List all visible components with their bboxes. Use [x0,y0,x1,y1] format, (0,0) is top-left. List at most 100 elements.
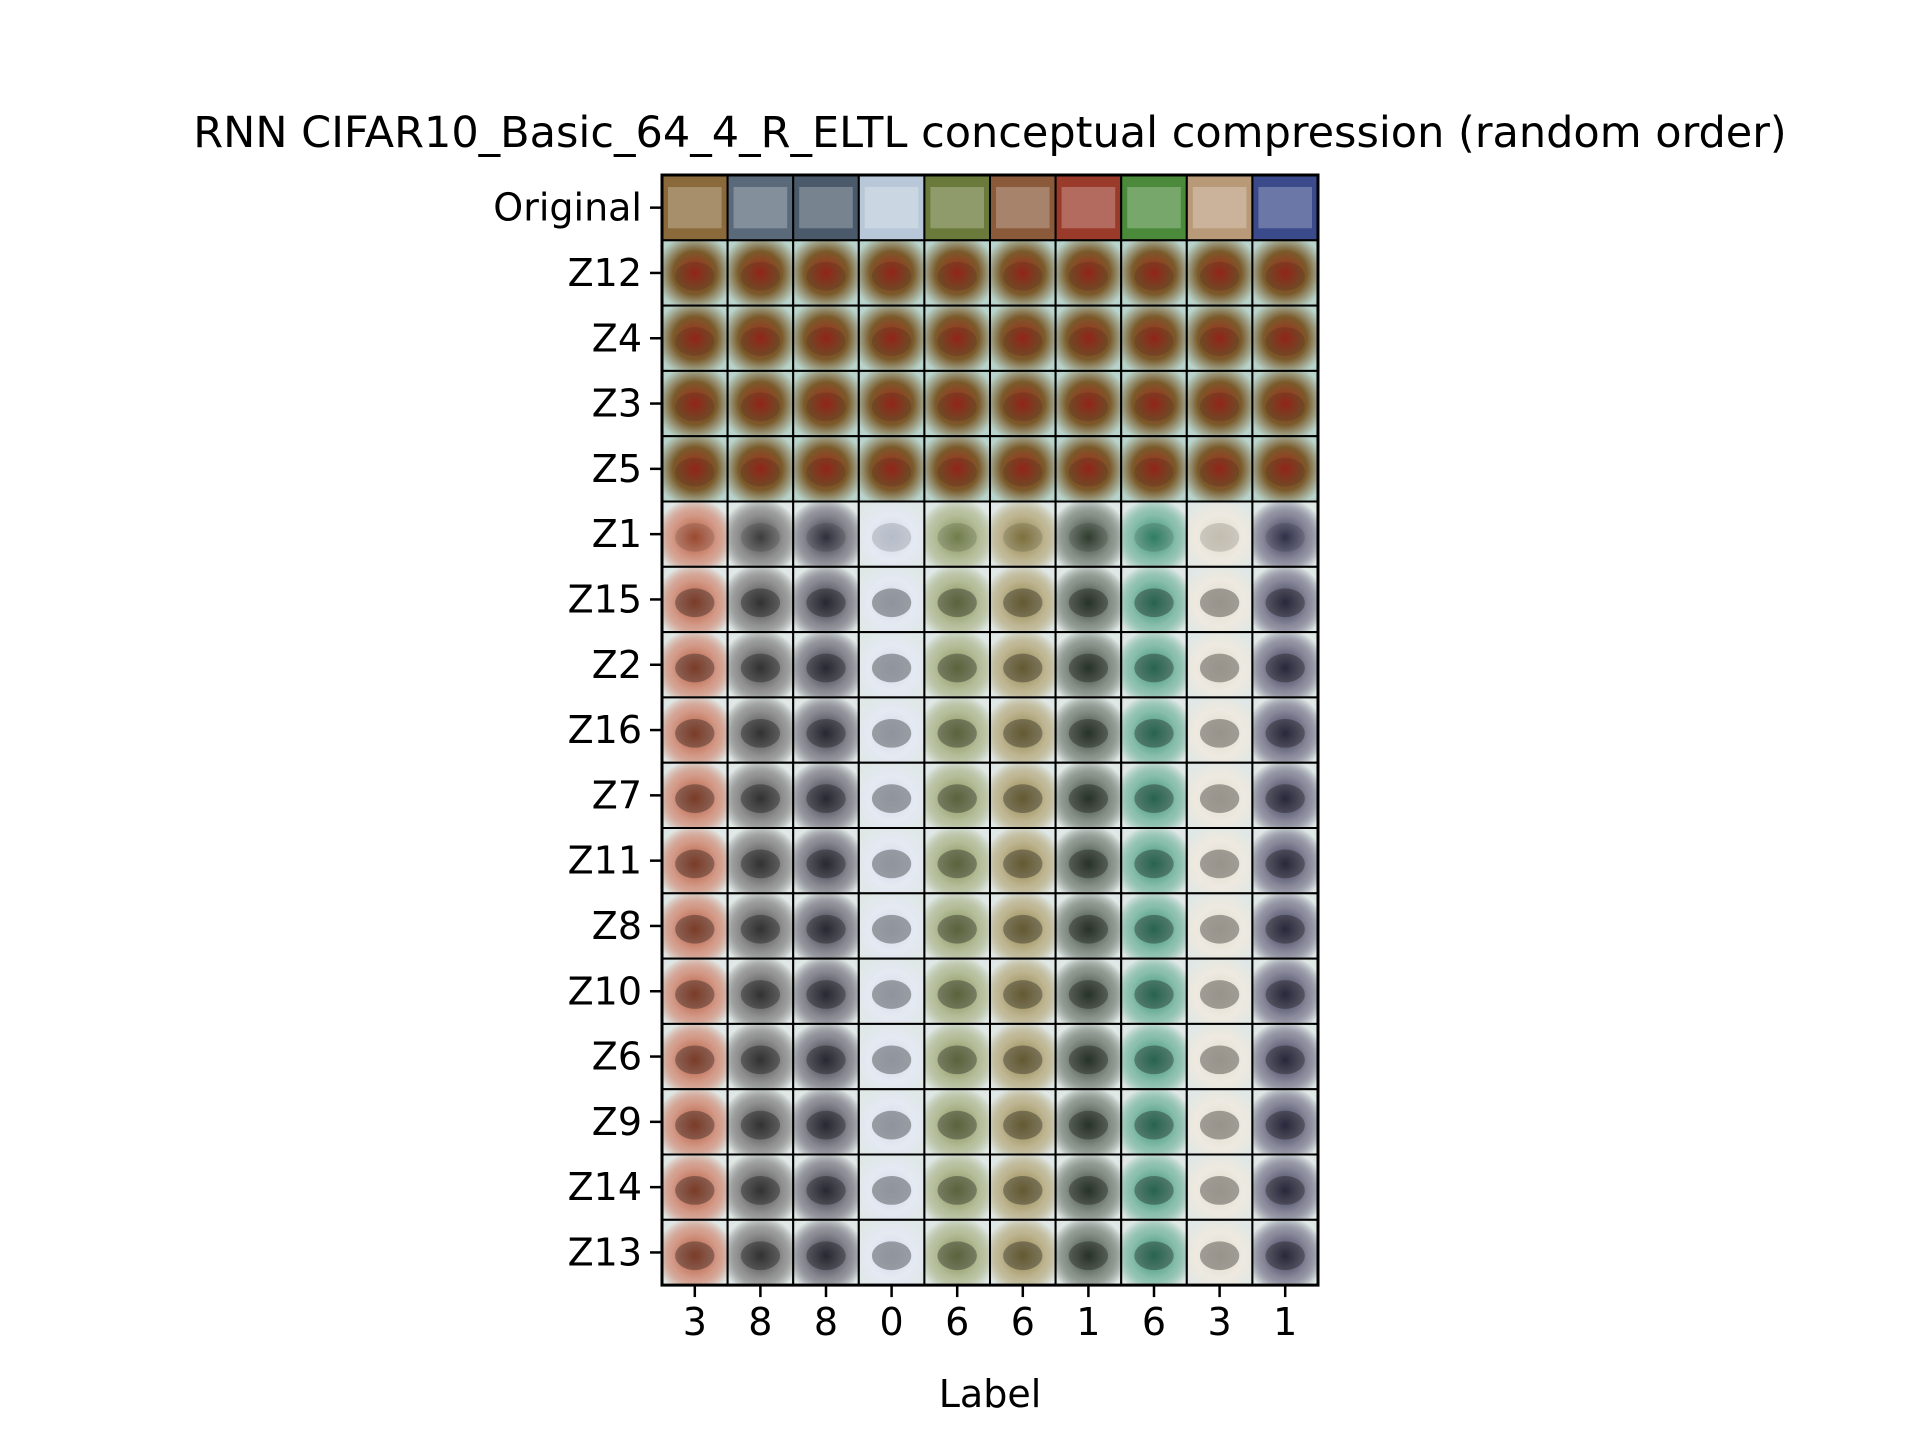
reconstruction-image-cell [726,631,795,699]
reconstruction-image-cell [1054,239,1123,307]
reconstruction-image-cell [1054,957,1123,1025]
reconstruction-image-cell [1185,435,1254,503]
reconstruction-image-cell [661,304,729,372]
reconstruction-image-cell [792,1153,860,1221]
reconstruction-image-cell [989,1088,1057,1156]
reconstruction-image-cell [1251,892,1320,960]
reconstruction-image-cell [1120,239,1188,307]
reconstruction-image-cell [726,435,795,503]
y-tick-label: Z6 [592,1035,642,1079]
x-tick-label: 8 [814,1300,838,1344]
reconstruction-image-cell [1120,1218,1188,1287]
reconstruction-image-cell [792,827,860,895]
reconstruction-image-cell [923,304,992,372]
reconstruction-image-cell [1185,1218,1254,1287]
original-image-cell [726,174,795,242]
reconstruction-image-cell [1120,631,1188,699]
reconstruction-image-cell [1251,1022,1320,1091]
reconstruction-image-cell [1054,892,1123,960]
reconstruction-image-cell [1185,892,1254,960]
y-tick-label: Original [493,186,642,230]
reconstruction-image-cell [857,239,926,307]
x-tick-label: 3 [1208,1300,1232,1344]
reconstruction-image-cell [661,1218,729,1287]
original-image-cell [989,174,1057,242]
reconstruction-image-cell [857,1022,926,1091]
reconstruction-image-cell [661,631,729,699]
reconstruction-image-cell [1185,1088,1254,1156]
reconstruction-image-cell [661,827,729,895]
x-tick-label: 6 [1011,1300,1035,1344]
reconstruction-image-cell [1251,369,1320,438]
y-tick-label: Z4 [592,316,642,360]
reconstruction-image-cell [1251,239,1320,307]
reconstruction-image-cell [923,369,992,438]
reconstruction-image-cell [792,761,860,830]
reconstruction-image-cell [1251,761,1320,830]
x-tick-label: 6 [1142,1300,1166,1344]
reconstruction-image-cell [923,1153,992,1221]
reconstruction-image-cell [923,761,992,830]
reconstruction-image-cell [661,892,729,960]
y-tick-label: Z2 [592,643,642,687]
reconstruction-image-cell [1185,239,1254,307]
reconstruction-image-cell [1185,631,1254,699]
reconstruction-image-cell [1120,304,1188,372]
reconstruction-image-cell [661,239,729,307]
reconstruction-image-cell [792,500,860,568]
reconstruction-image-cell [857,565,926,634]
reconstruction-image-cell [989,696,1057,764]
reconstruction-image-cell [792,435,860,503]
reconstruction-image-cell [1054,631,1123,699]
reconstruction-image-cell [1120,696,1188,764]
y-axis: Original Z12 Z4 Z3 Z5 Z1 Z15 Z2 Z16 Z7 Z11 Z8 Z10 Z6 Z… [493,186,662,1274]
original-image-cell [857,174,926,242]
reconstruction-image-cell [1054,1022,1123,1091]
reconstruction-image-cell [923,631,992,699]
reconstruction-image-cell [1120,500,1188,568]
reconstruction-image-cell [1185,369,1254,438]
reconstruction-image-cell [726,304,795,372]
reconstruction-image-cell [1251,1153,1320,1221]
reconstruction-image-cell [989,892,1057,960]
reconstruction-image-cell [792,631,860,699]
reconstruction-image-cell [792,1218,860,1287]
original-image-cell [923,174,992,242]
reconstruction-image-cell [1185,827,1254,895]
reconstruction-image-cell [923,827,992,895]
reconstruction-image-cell [989,1022,1057,1091]
x-tick-label: 8 [748,1300,772,1344]
reconstruction-image-cell [923,435,992,503]
reconstruction-image-cell [1251,696,1320,764]
reconstruction-image-cell [726,1218,795,1287]
reconstruction-image-cell [923,1218,992,1287]
reconstruction-image-cell [923,696,992,764]
reconstruction-image-cell [1054,696,1123,764]
reconstruction-image-cell [792,1022,860,1091]
reconstruction-image-cell [1120,892,1188,960]
reconstruction-image-cell [1054,435,1123,503]
x-axis-title: Label [939,1372,1042,1416]
reconstruction-image-cell [726,957,795,1025]
reconstruction-image-cell [923,957,992,1025]
y-tick-label: Z8 [592,904,642,948]
reconstruction-image-cell [923,239,992,307]
reconstruction-image-cell [989,239,1057,307]
reconstruction-image-cell [857,1153,926,1221]
reconstruction-image-cell [1185,1153,1254,1221]
y-tick-label: Z16 [568,708,642,752]
reconstruction-image-cell [989,957,1057,1025]
reconstruction-image-cell [726,369,795,438]
reconstruction-image-cell [923,1088,992,1156]
reconstruction-image-cell [792,1088,860,1156]
chart-title: RNN CIFAR10_Basic_64_4_R_ELTL conceptual… [193,108,1786,158]
reconstruction-image-cell [726,1022,795,1091]
original-image-cell [1054,174,1123,242]
reconstruction-image-cell [857,696,926,764]
reconstruction-image-cell [989,827,1057,895]
y-tick-label: Z9 [592,1100,642,1144]
reconstruction-image-cell [726,1088,795,1156]
reconstruction-image-cell [1185,500,1254,568]
reconstruction-image-cell [1185,696,1254,764]
reconstruction-image-cell [1054,500,1123,568]
